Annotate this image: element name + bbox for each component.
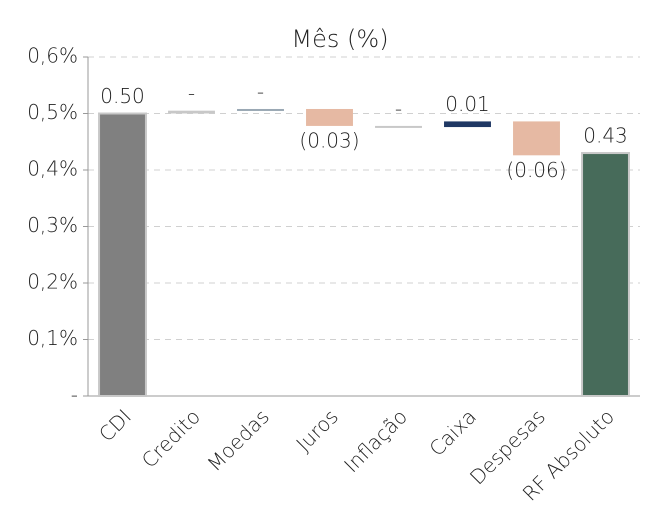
y-tick-label: - bbox=[71, 383, 78, 407]
data-label: - bbox=[395, 96, 402, 120]
data-label: 0.50 bbox=[100, 84, 145, 108]
y-tick-label: 0,6% bbox=[27, 44, 78, 68]
bar bbox=[581, 152, 630, 397]
data-label: 0.43 bbox=[583, 124, 628, 148]
y-tick-label: 0,5% bbox=[27, 100, 78, 124]
data-label: (0.06) bbox=[506, 158, 566, 182]
bar bbox=[237, 108, 284, 111]
data-label: - bbox=[188, 81, 195, 105]
data-label: 0.01 bbox=[445, 92, 490, 116]
bar bbox=[444, 121, 491, 128]
data-label: - bbox=[257, 79, 264, 103]
x-tick-label: Moedas bbox=[202, 404, 274, 476]
x-tick-label: Juros bbox=[291, 404, 343, 456]
bar bbox=[168, 110, 215, 114]
x-tick-label: Inflação bbox=[339, 404, 412, 477]
bar bbox=[513, 121, 560, 156]
chart-title: Mês (%) bbox=[291, 25, 388, 53]
y-tick-label: 0,2% bbox=[27, 270, 78, 294]
bar bbox=[375, 125, 422, 128]
y-tick-label: 0,4% bbox=[27, 157, 78, 181]
bar bbox=[98, 112, 147, 397]
y-tick-label: 0,3% bbox=[27, 213, 78, 237]
x-tick-label: Caixa bbox=[424, 404, 480, 460]
x-tick-label: Credito bbox=[137, 404, 205, 472]
bar bbox=[306, 108, 353, 126]
data-label: (0.03) bbox=[299, 128, 359, 152]
y-tick-label: 0,1% bbox=[27, 326, 78, 350]
x-tick-label: CDI bbox=[94, 404, 136, 446]
